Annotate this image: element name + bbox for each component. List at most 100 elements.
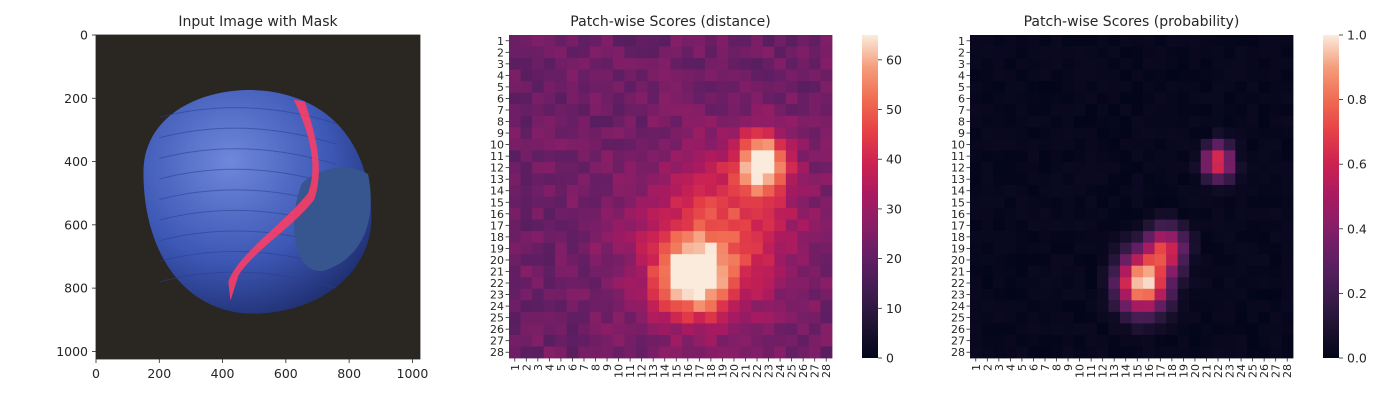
heatmap-cell [693, 208, 706, 220]
heatmap-cell [647, 288, 660, 301]
heatmap-cell [728, 69, 741, 82]
heatmap-cell [1016, 288, 1029, 301]
heatmap-cell [543, 184, 556, 197]
heatmap-cell [647, 196, 660, 209]
heatmap-cell [808, 277, 821, 290]
heatmap-cell [1143, 184, 1155, 197]
heatmap-cell [970, 138, 982, 151]
heatmap-cell [751, 208, 764, 220]
heatmap-cell [1246, 323, 1259, 336]
heatmap-cell [543, 311, 556, 324]
heatmap-cell [1143, 173, 1155, 186]
heatmap-cell [762, 46, 775, 59]
heatmap-cell [970, 265, 982, 278]
y-tick-label: 13 [951, 173, 965, 186]
heatmap-cell [1027, 150, 1040, 163]
heatmap-cell [589, 115, 602, 128]
heatmap-cell [1062, 323, 1075, 336]
heatmap-cell [693, 161, 706, 174]
heatmap-cell [635, 150, 648, 163]
heatmap-cell [981, 173, 994, 186]
heatmap-cell [1016, 150, 1029, 163]
heatmap-cell [1143, 46, 1155, 59]
heatmap-cell [774, 300, 787, 313]
heatmap-cell [728, 277, 741, 290]
heatmap-cell [682, 115, 694, 128]
heatmap-cell [1004, 184, 1017, 197]
heatmap-cell [1108, 288, 1121, 301]
y-tick-label: 14 [490, 185, 504, 198]
heatmap-cell [1131, 127, 1144, 140]
heatmap-cell [1085, 150, 1098, 163]
heatmap-cell [1269, 334, 1282, 347]
colorbar-tick-label: 0.0 [1347, 351, 1367, 366]
x-tick-label: 20 [728, 364, 741, 378]
heatmap-cell [1016, 35, 1029, 47]
heatmap-cell [520, 115, 533, 128]
heatmap-cell [1246, 81, 1259, 94]
heatmap-cell [1131, 346, 1144, 359]
heatmap-cell [797, 196, 810, 209]
x-tick-label: 6 [1027, 364, 1040, 371]
heatmap-cell [670, 150, 683, 163]
heatmap-cell [808, 231, 821, 244]
x-tick-label: 22 [1212, 364, 1225, 378]
heatmap-cell [1189, 288, 1202, 301]
heatmap-cell [1016, 196, 1029, 209]
heatmap-cell [820, 323, 833, 336]
heatmap-cell [635, 104, 648, 117]
heatmap-cell [543, 92, 556, 105]
heatmap-cell [1039, 127, 1052, 140]
heatmap-cell [1177, 219, 1190, 232]
heatmap-cell [1212, 242, 1225, 255]
heatmap-cell [1027, 277, 1040, 290]
heatmap-cell [578, 138, 591, 151]
y-tick-label: 15 [490, 196, 504, 209]
heatmap-cell [797, 104, 810, 117]
heatmap-cell [635, 346, 648, 359]
heatmap-cell [716, 346, 729, 359]
x-tick-label: 17 [693, 364, 706, 378]
heatmap-cell [601, 265, 614, 278]
y-tick-label: 27 [490, 335, 504, 348]
heatmap-cell [774, 173, 787, 186]
heatmap-cell [993, 35, 1006, 47]
heatmap-cell [1085, 81, 1098, 94]
heatmap-cell [1085, 138, 1098, 151]
heatmap-cell [647, 231, 660, 244]
heatmap-cell [981, 92, 994, 105]
heatmap-cell [647, 92, 660, 105]
heatmap-cell [532, 58, 545, 71]
heatmap-cell [601, 300, 614, 313]
heatmap-cell [543, 265, 556, 278]
heatmap-cell [1096, 242, 1109, 255]
heatmap-cell [1062, 277, 1075, 290]
heatmap-cell [739, 265, 752, 278]
heatmap-cell [993, 254, 1006, 267]
heatmap-cell [578, 219, 591, 232]
heatmap-cell [993, 196, 1006, 209]
heatmap-cell [1108, 138, 1121, 151]
x-tick-label: 14 [659, 364, 672, 378]
heatmap-cell [1154, 35, 1167, 47]
heatmap-cell [509, 69, 521, 82]
heatmap-cell [1143, 35, 1155, 47]
heatmap-cell [693, 115, 706, 128]
y-tick-label: 8 [497, 116, 504, 129]
heatmap-cell [1027, 300, 1040, 313]
heatmap-cell [589, 161, 602, 174]
heatmap-cell [728, 81, 741, 94]
heatmap-cell [993, 46, 1006, 59]
heatmap-cell [993, 161, 1006, 174]
heatmap-cell [981, 311, 994, 324]
y-tick-label: 16 [490, 208, 504, 221]
heatmap-cell [1200, 150, 1213, 163]
heatmap-cell [705, 138, 718, 151]
x-tick-label: 800 [337, 366, 361, 381]
heatmap-cell [1246, 184, 1259, 197]
heatmap-cell [1039, 35, 1052, 47]
heatmap-cell [785, 265, 798, 278]
heatmap-cell [808, 127, 821, 140]
heatmap-cell [566, 127, 579, 140]
heatmap-cell [635, 311, 648, 324]
